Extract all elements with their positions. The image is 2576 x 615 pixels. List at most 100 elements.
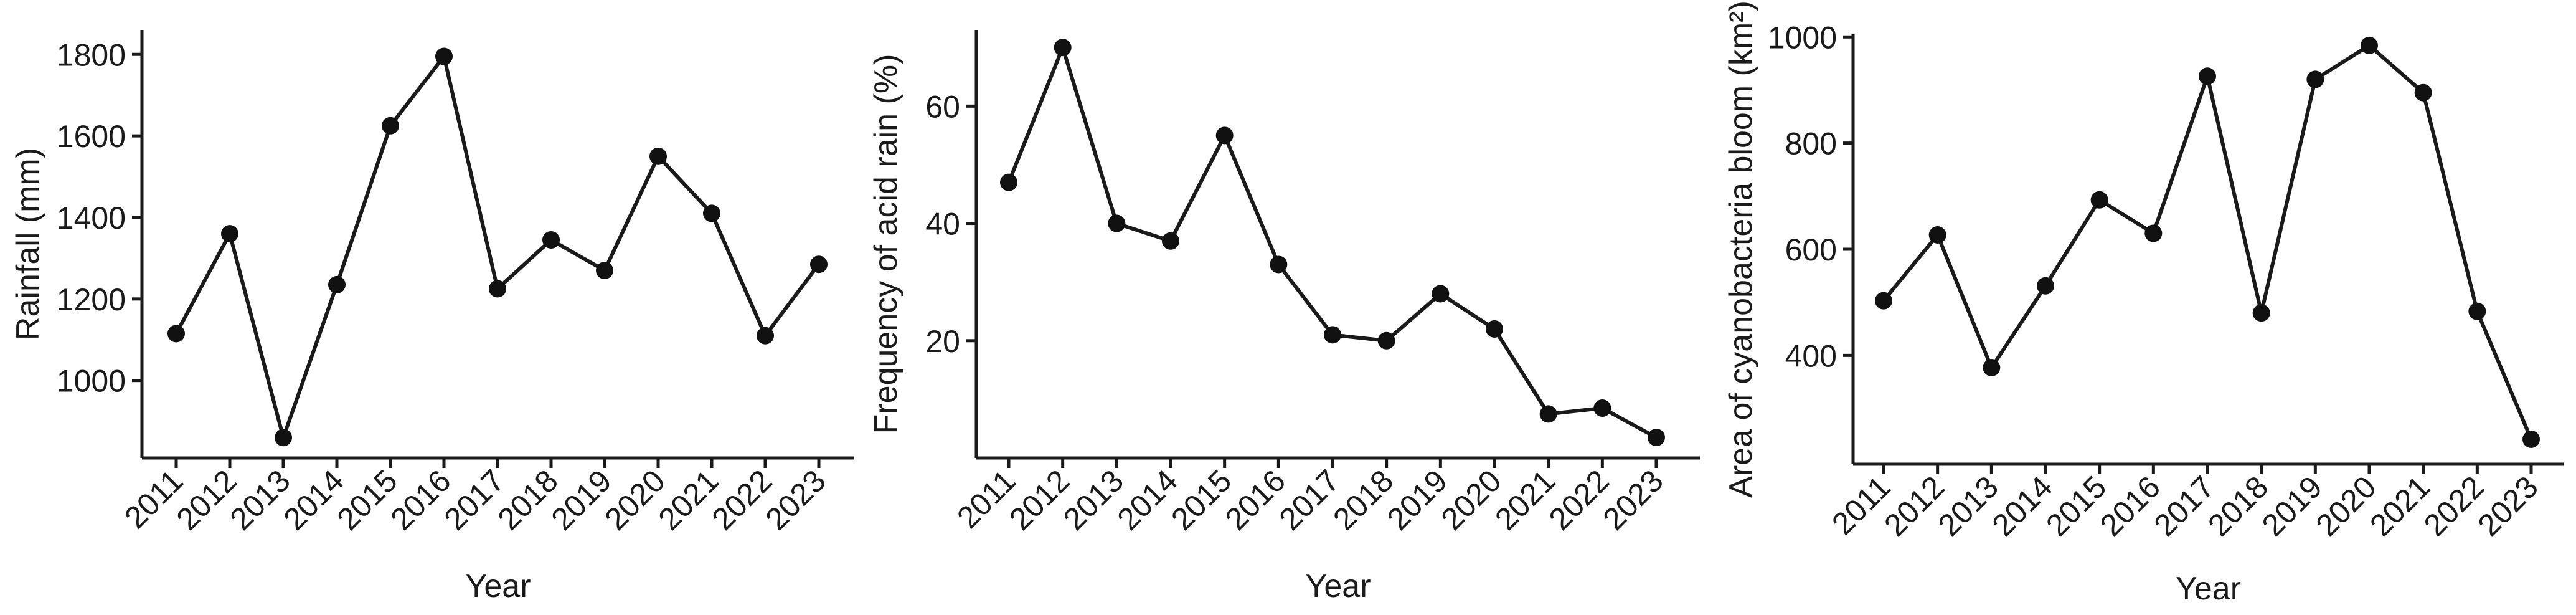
data-point-2011: [1000, 173, 1017, 191]
x-tick-label: 2016: [1219, 463, 1292, 536]
x-tick-label: 2014: [1986, 469, 2059, 543]
data-point-2016: [1270, 255, 1288, 274]
x-tick-label: 2012: [170, 463, 243, 536]
x-tick-label: 2019: [545, 463, 618, 536]
y-tick-label: 1600: [57, 119, 126, 154]
y-tick-label: 1400: [57, 201, 126, 236]
data-point-2016: [435, 47, 453, 65]
data-point-2018: [542, 231, 560, 249]
x-tick-label: 2023: [2471, 469, 2545, 543]
x-tick-label: 2022: [1542, 463, 1616, 536]
y-tick-label: 400: [1785, 338, 1837, 373]
x-tick-label: 2022: [2417, 469, 2491, 543]
x-axis-title: Year: [2176, 571, 2241, 607]
x-tick-label: 2019: [1380, 463, 1454, 536]
data-point-2017: [1324, 326, 1341, 344]
x-tick-label: 2013: [1057, 463, 1130, 536]
data-point-2017: [2199, 67, 2216, 85]
data-point-2020: [2361, 36, 2378, 54]
y-axis-title: Rainfall (mm): [10, 148, 46, 340]
data-point-2014: [2037, 277, 2054, 295]
data-point-2023: [810, 255, 828, 274]
x-tick-label: 2012: [1003, 463, 1076, 536]
data-point-2019: [2306, 70, 2324, 88]
data-point-2017: [489, 280, 506, 298]
data-point-2021: [1539, 405, 1557, 423]
y-tick-label: 1800: [57, 37, 126, 72]
y-tick-label: 40: [925, 207, 960, 242]
data-point-2014: [1162, 232, 1179, 250]
y-tick-label: 20: [925, 324, 960, 359]
data-point-2022: [757, 327, 774, 345]
x-tick-label: 2017: [2148, 469, 2221, 543]
x-tick-label: 2016: [384, 463, 458, 536]
x-tick-label: 2018: [491, 463, 565, 536]
data-point-2023: [1648, 429, 1665, 447]
data-point-2018: [1377, 331, 1395, 350]
data-point-2012: [1928, 226, 1946, 244]
chart-1: 1000 1200 1400 1600 1800 20112012201320142015…: [10, 30, 854, 604]
x-tick-label: 2021: [2363, 469, 2437, 543]
y-tick-label: 60: [925, 89, 960, 124]
data-point-2013: [1983, 358, 2001, 376]
data-point-2014: [328, 275, 346, 293]
x-tick-label: 2014: [277, 463, 351, 536]
x-tick-label: 2020: [598, 463, 672, 536]
data-point-2020: [1486, 320, 1503, 338]
y-tick-label: 800: [1785, 126, 1837, 161]
series-line: [174, 54, 821, 440]
x-tick-label: 2013: [224, 463, 297, 536]
x-tick-label: 2018: [1326, 463, 1400, 536]
data-point-2012: [221, 225, 238, 243]
x-tick-label: 2023: [1597, 463, 1670, 536]
chart-3: 4006008001000201120122013201420152016201…: [1723, 1, 2564, 607]
data-point-2016: [2144, 224, 2163, 242]
x-tick-label: 2015: [1164, 463, 1238, 536]
data-point-2011: [1875, 292, 1892, 310]
data-point-2019: [1432, 285, 1450, 303]
y-axis-title: Area of cyanobacteria bloom (km²): [1723, 1, 1759, 498]
x-axis-title: Year: [465, 568, 531, 604]
x-tick-label: 2015: [2039, 469, 2113, 543]
y-tick-label: 1000: [57, 364, 126, 399]
data-point-2022: [1593, 399, 1611, 417]
x-tick-label: 2020: [1435, 463, 1508, 536]
x-tick-label: 2023: [759, 463, 833, 536]
y-tick-label: 600: [1785, 232, 1837, 267]
series-line: [1007, 45, 1658, 439]
x-axis-title: Year: [1305, 568, 1371, 604]
x-tick-label: 2021: [1488, 463, 1562, 536]
data-point-2015: [382, 117, 399, 135]
x-tick-label: 2013: [1932, 469, 2005, 543]
data-point-2013: [275, 429, 292, 447]
x-tick-label: 2012: [1877, 469, 1951, 543]
x-tick-label: 2019: [2255, 469, 2329, 543]
data-point-2019: [596, 262, 613, 280]
data-point-2018: [2252, 304, 2270, 322]
x-tick-label: 2017: [438, 463, 511, 536]
x-tick-label: 2022: [705, 463, 779, 536]
data-point-2013: [1108, 214, 1126, 232]
data-point-2012: [1054, 39, 1072, 57]
x-tick-label: 2020: [2309, 469, 2383, 543]
data-point-2023: [2522, 430, 2540, 448]
data-point-2015: [1215, 126, 1234, 145]
series-line: [1882, 43, 2533, 441]
y-tick-label: 1200: [57, 282, 126, 317]
data-point-2015: [2090, 191, 2108, 209]
x-tick-label: 2015: [331, 463, 404, 536]
x-tick-label: 2011: [118, 463, 190, 535]
x-tick-label: 2021: [652, 463, 725, 536]
chart-2: 2040602011201220132014201520162017201820…: [868, 30, 1700, 604]
data-point-2011: [167, 325, 185, 343]
x-tick-label: 2016: [2093, 469, 2167, 543]
x-tick-label: 2011: [1825, 469, 1897, 541]
data-point-2020: [649, 147, 667, 165]
x-tick-label: 2018: [2201, 469, 2275, 543]
data-point-2021: [2414, 83, 2432, 102]
data-point-2022: [2468, 302, 2486, 320]
x-tick-label: 2017: [1273, 463, 1346, 536]
x-tick-label: 2014: [1111, 463, 1184, 536]
data-point-2021: [703, 204, 720, 222]
